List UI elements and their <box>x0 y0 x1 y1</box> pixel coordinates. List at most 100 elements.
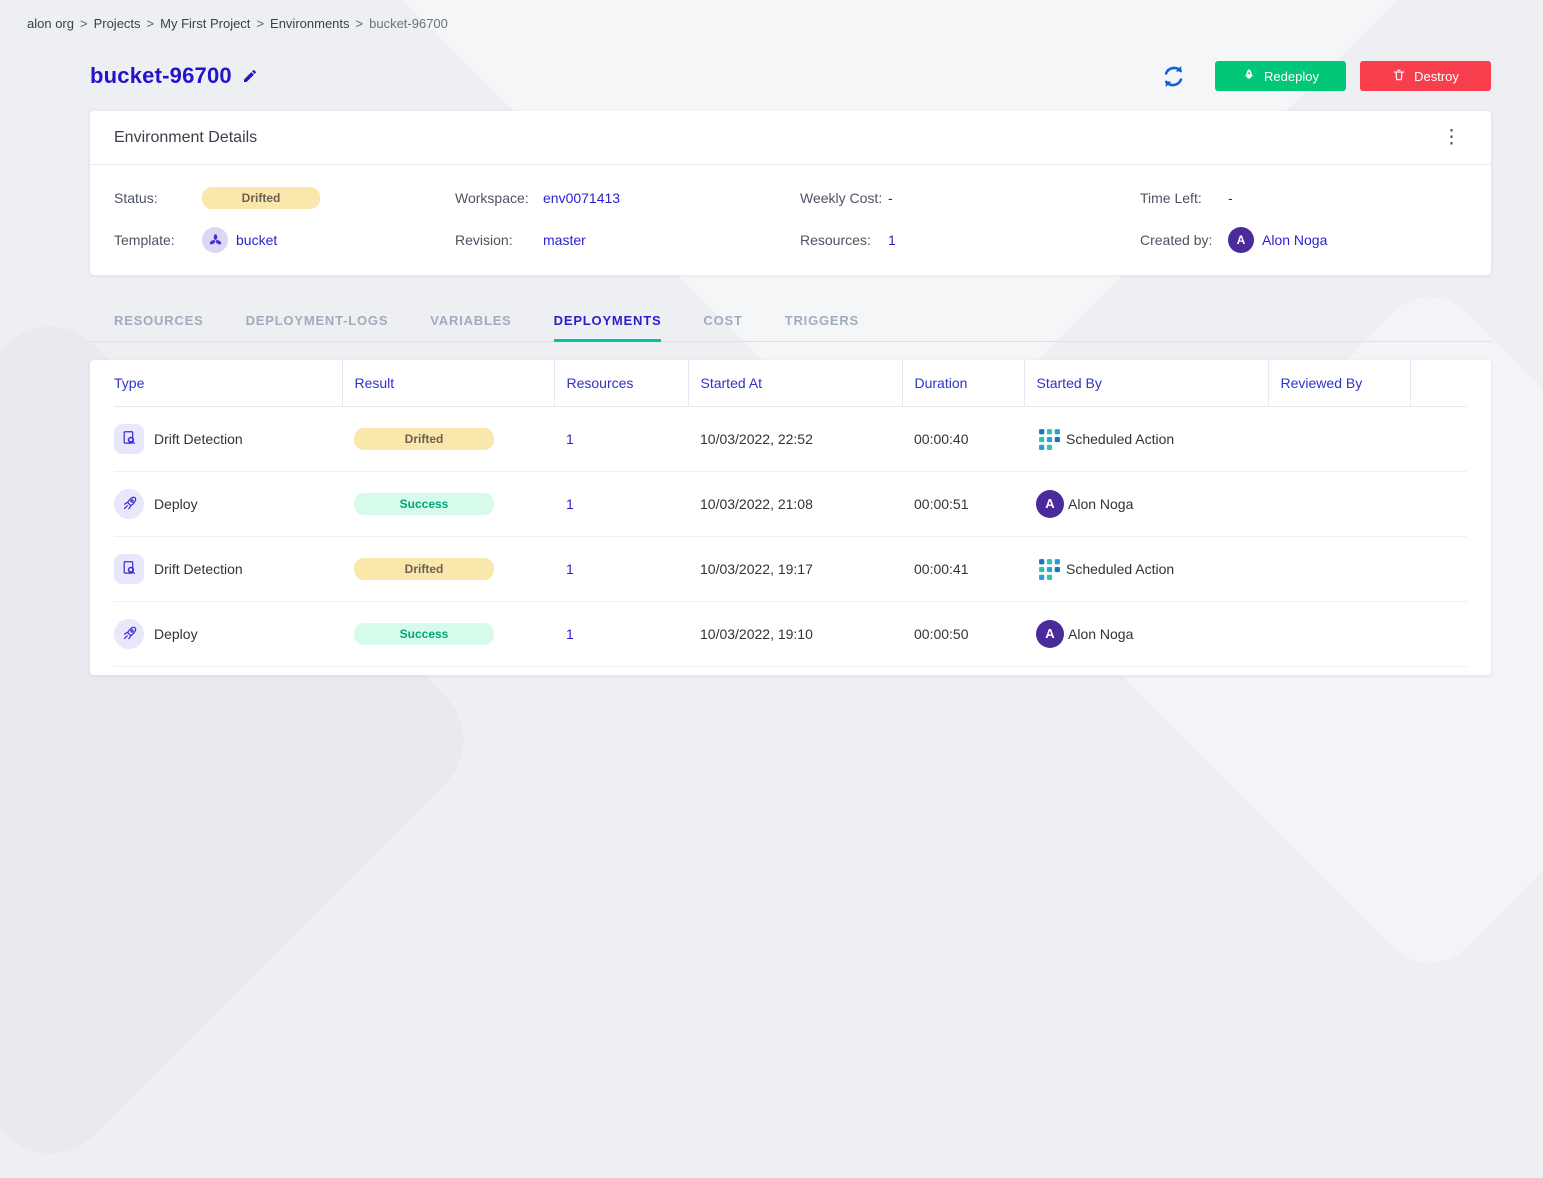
card-header: Environment Details ⋮ <box>90 111 1491 165</box>
created-by-link[interactable]: Alon Noga <box>1262 232 1328 248</box>
breadcrumb: alon org > Projects > My First Project > Envir… <box>0 0 1543 31</box>
tab-cost[interactable]: COST <box>703 313 743 328</box>
column-header-result[interactable]: Result <box>342 360 555 407</box>
time-left-field: Time Left: - <box>1140 177 1467 219</box>
started-by: Alon Noga <box>1068 625 1134 642</box>
workspace-link[interactable]: env0071413 <box>543 190 621 206</box>
started-by: Scheduled Action <box>1066 560 1175 577</box>
tab-deployment-logs[interactable]: DEPLOYMENT-LOGS <box>245 313 389 328</box>
started-at: 10/03/2022, 21:08 <box>688 471 902 537</box>
deployments-table: Type Result Resources Started At Duratio… <box>114 360 1467 667</box>
tab-triggers[interactable]: TRIGGERS <box>784 313 860 328</box>
breadcrumb-project[interactable]: My First Project <box>160 16 251 31</box>
time-left-value: - <box>1228 190 1233 206</box>
breadcrumb-separator: > <box>355 16 364 31</box>
workspace-field: Workspace: env0071413 <box>455 177 800 219</box>
resources-label: Resources: <box>800 232 871 248</box>
scheduled-action-icon <box>1036 556 1062 582</box>
duration: 00:00:50 <box>902 601 1024 667</box>
deployment-type: Deploy <box>154 625 198 642</box>
deployment-type: Drift Detection <box>154 560 243 577</box>
card-title: Environment Details <box>114 128 258 146</box>
deployment-type: Deploy <box>154 495 198 512</box>
started-at: 10/03/2022, 22:52 <box>688 406 902 472</box>
action-buttons: Redeploy Destroy <box>1160 61 1491 91</box>
column-header-type[interactable]: Type <box>114 360 343 407</box>
kebab-menu-icon[interactable]: ⋮ <box>1442 127 1461 148</box>
started-at: 10/03/2022, 19:17 <box>688 536 902 602</box>
deploy-icon <box>114 488 144 519</box>
duration: 00:00:41 <box>902 536 1024 602</box>
avatar: A <box>1228 227 1254 253</box>
revision-field: Revision: master <box>455 219 800 261</box>
row-resources-link[interactable]: 1 <box>566 560 574 577</box>
reviewed-by <box>1268 406 1410 472</box>
reviewed-by <box>1268 536 1410 602</box>
column-header-resources[interactable]: Resources <box>554 360 689 407</box>
tab-resources[interactable]: RESOURCES <box>114 313 204 328</box>
resources-link[interactable]: 1 <box>888 232 896 248</box>
destroy-label: Destroy <box>1414 68 1459 84</box>
deployment-type: Drift Detection <box>154 430 243 447</box>
drift-detection-icon <box>114 423 144 454</box>
status-field: Status: Drifted <box>114 177 455 219</box>
tab-deployments[interactable]: DEPLOYMENTS <box>553 305 662 342</box>
result-badge: Drifted <box>354 557 494 580</box>
column-header-spacer <box>1410 360 1467 407</box>
page: alon org > Projects > My First Project > Envir… <box>0 0 1543 675</box>
started-by: Scheduled Action <box>1066 430 1175 447</box>
edit-icon[interactable] <box>242 68 258 84</box>
revision-link[interactable]: master <box>543 232 586 248</box>
details-fields: Status: Drifted Workspace: env0071413 We… <box>90 165 1491 275</box>
table-row[interactable]: Deploy Success 1 10/03/2022, 19:10 00:00… <box>114 601 1467 667</box>
column-header-started-at[interactable]: Started At <box>688 360 903 407</box>
page-title: bucket-96700 <box>90 63 232 88</box>
tab-bar: RESOURCES DEPLOYMENT-LOGS VARIABLES DEPL… <box>90 305 1491 342</box>
row-resources-link[interactable]: 1 <box>566 495 574 512</box>
breadcrumb-environments[interactable]: Environments <box>270 16 350 31</box>
table-row[interactable]: Deploy Success 1 10/03/2022, 21:08 00:00… <box>114 471 1467 537</box>
breadcrumb-separator: > <box>79 16 88 31</box>
table-row[interactable]: Drift Detection Drifted 1 10/03/2022, 22… <box>114 406 1467 472</box>
tab-variables[interactable]: VARIABLES <box>430 313 512 328</box>
weekly-cost-field: Weekly Cost: - <box>800 177 1140 219</box>
destroy-button[interactable]: Destroy <box>1360 61 1491 91</box>
column-header-reviewed-by[interactable]: Reviewed By <box>1268 360 1411 407</box>
deploy-icon <box>114 618 144 649</box>
status-badge: Drifted <box>202 187 320 209</box>
workspace-label: Workspace: <box>455 190 529 206</box>
template-link[interactable]: bucket <box>236 232 278 248</box>
table-row[interactable]: Drift Detection Drifted 1 10/03/2022, 19… <box>114 536 1467 602</box>
breadcrumb-projects[interactable]: Projects <box>93 16 141 31</box>
started-at: 10/03/2022, 19:10 <box>688 601 902 667</box>
result-badge: Success <box>354 492 494 515</box>
deployments-table-card: Type Result Resources Started At Duratio… <box>90 360 1491 675</box>
drift-detection-icon <box>114 553 144 584</box>
breadcrumb-org[interactable]: alon org <box>27 16 74 31</box>
weekly-cost-value: - <box>888 190 893 206</box>
title-row: bucket-96700 Redeploy <box>90 61 1491 91</box>
row-resources-link[interactable]: 1 <box>566 625 574 642</box>
created-by-label: Created by: <box>1140 232 1213 248</box>
template-label: Template: <box>114 232 175 248</box>
avatar: A <box>1036 489 1064 518</box>
redeploy-label: Redeploy <box>1264 68 1319 84</box>
reviewed-by <box>1268 601 1410 667</box>
row-resources-link[interactable]: 1 <box>566 430 574 447</box>
breadcrumb-current: bucket-96700 <box>369 16 448 31</box>
column-header-started-by[interactable]: Started By <box>1024 360 1269 407</box>
redeploy-icon <box>1242 68 1256 85</box>
template-icon <box>202 227 228 253</box>
result-badge: Success <box>354 622 494 645</box>
weekly-cost-label: Weekly Cost: <box>800 190 883 206</box>
status-label: Status: <box>114 190 158 206</box>
time-left-label: Time Left: <box>1140 190 1202 206</box>
resources-field: Resources: 1 <box>800 219 1140 261</box>
started-by: Alon Noga <box>1068 495 1134 512</box>
redeploy-button[interactable]: Redeploy <box>1215 61 1346 91</box>
scheduled-action-icon <box>1036 426 1062 452</box>
breadcrumb-separator: > <box>256 16 265 31</box>
column-header-duration[interactable]: Duration <box>902 360 1025 407</box>
refresh-icon[interactable] <box>1160 63 1187 90</box>
template-field: Template: bucket <box>114 219 455 261</box>
